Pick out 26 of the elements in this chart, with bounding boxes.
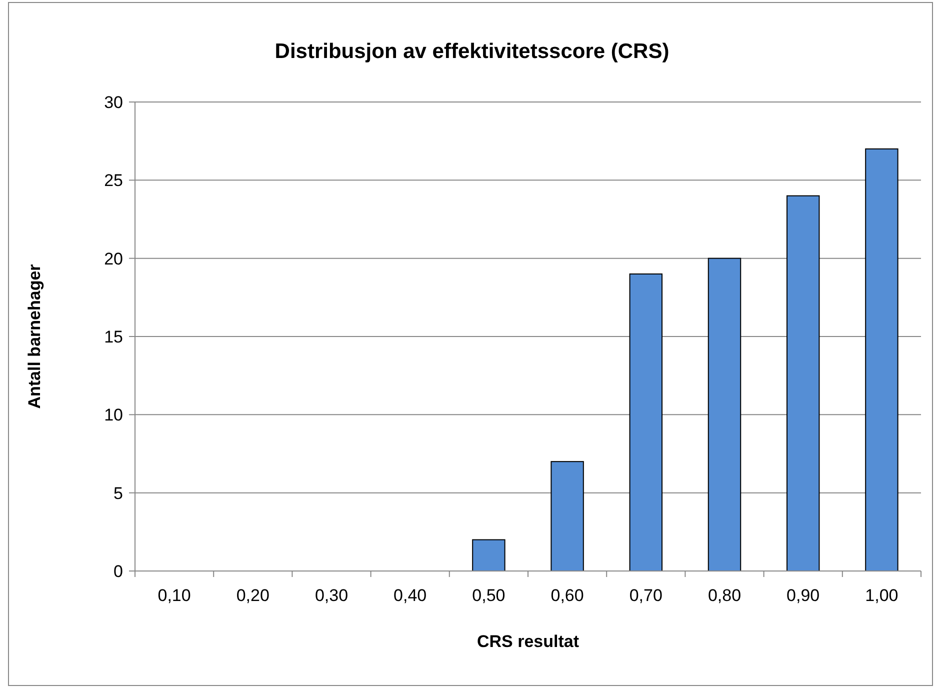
bar [708,258,742,572]
x-tick-label: 0,20 [236,586,270,605]
y-tick-label: 0 [114,562,123,581]
bar [629,273,663,572]
y-tick-label: 20 [104,249,123,268]
y-tick-label: 15 [104,327,123,346]
y-axis-title: Antall barnehager [25,264,44,409]
chart-title: Distribusjon av effektivitetsscore (CRS) [274,40,670,63]
x-tick-label: 0,60 [550,586,584,605]
x-tick-label: 0,80 [708,586,742,605]
y-tick-label: 30 [104,92,123,112]
bar [865,148,898,572]
bar [550,461,584,572]
bar [472,539,506,572]
x-tick-label: 0,30 [314,586,348,605]
y-tick-label: 25 [104,171,123,190]
x-tick-label: 0,70 [629,586,662,605]
x-axis-title: CRS resultat [476,632,580,651]
x-tick-label: 0,10 [158,586,191,605]
x-tick-label: 1,00 [865,586,898,605]
x-tick-label: 0,50 [472,586,506,605]
bar [786,195,820,572]
y-tick-label: 5 [114,484,123,503]
x-tick-label: 0,90 [786,586,820,605]
y-tick-label: 10 [104,406,123,425]
x-tick-label: 0,40 [394,586,427,605]
